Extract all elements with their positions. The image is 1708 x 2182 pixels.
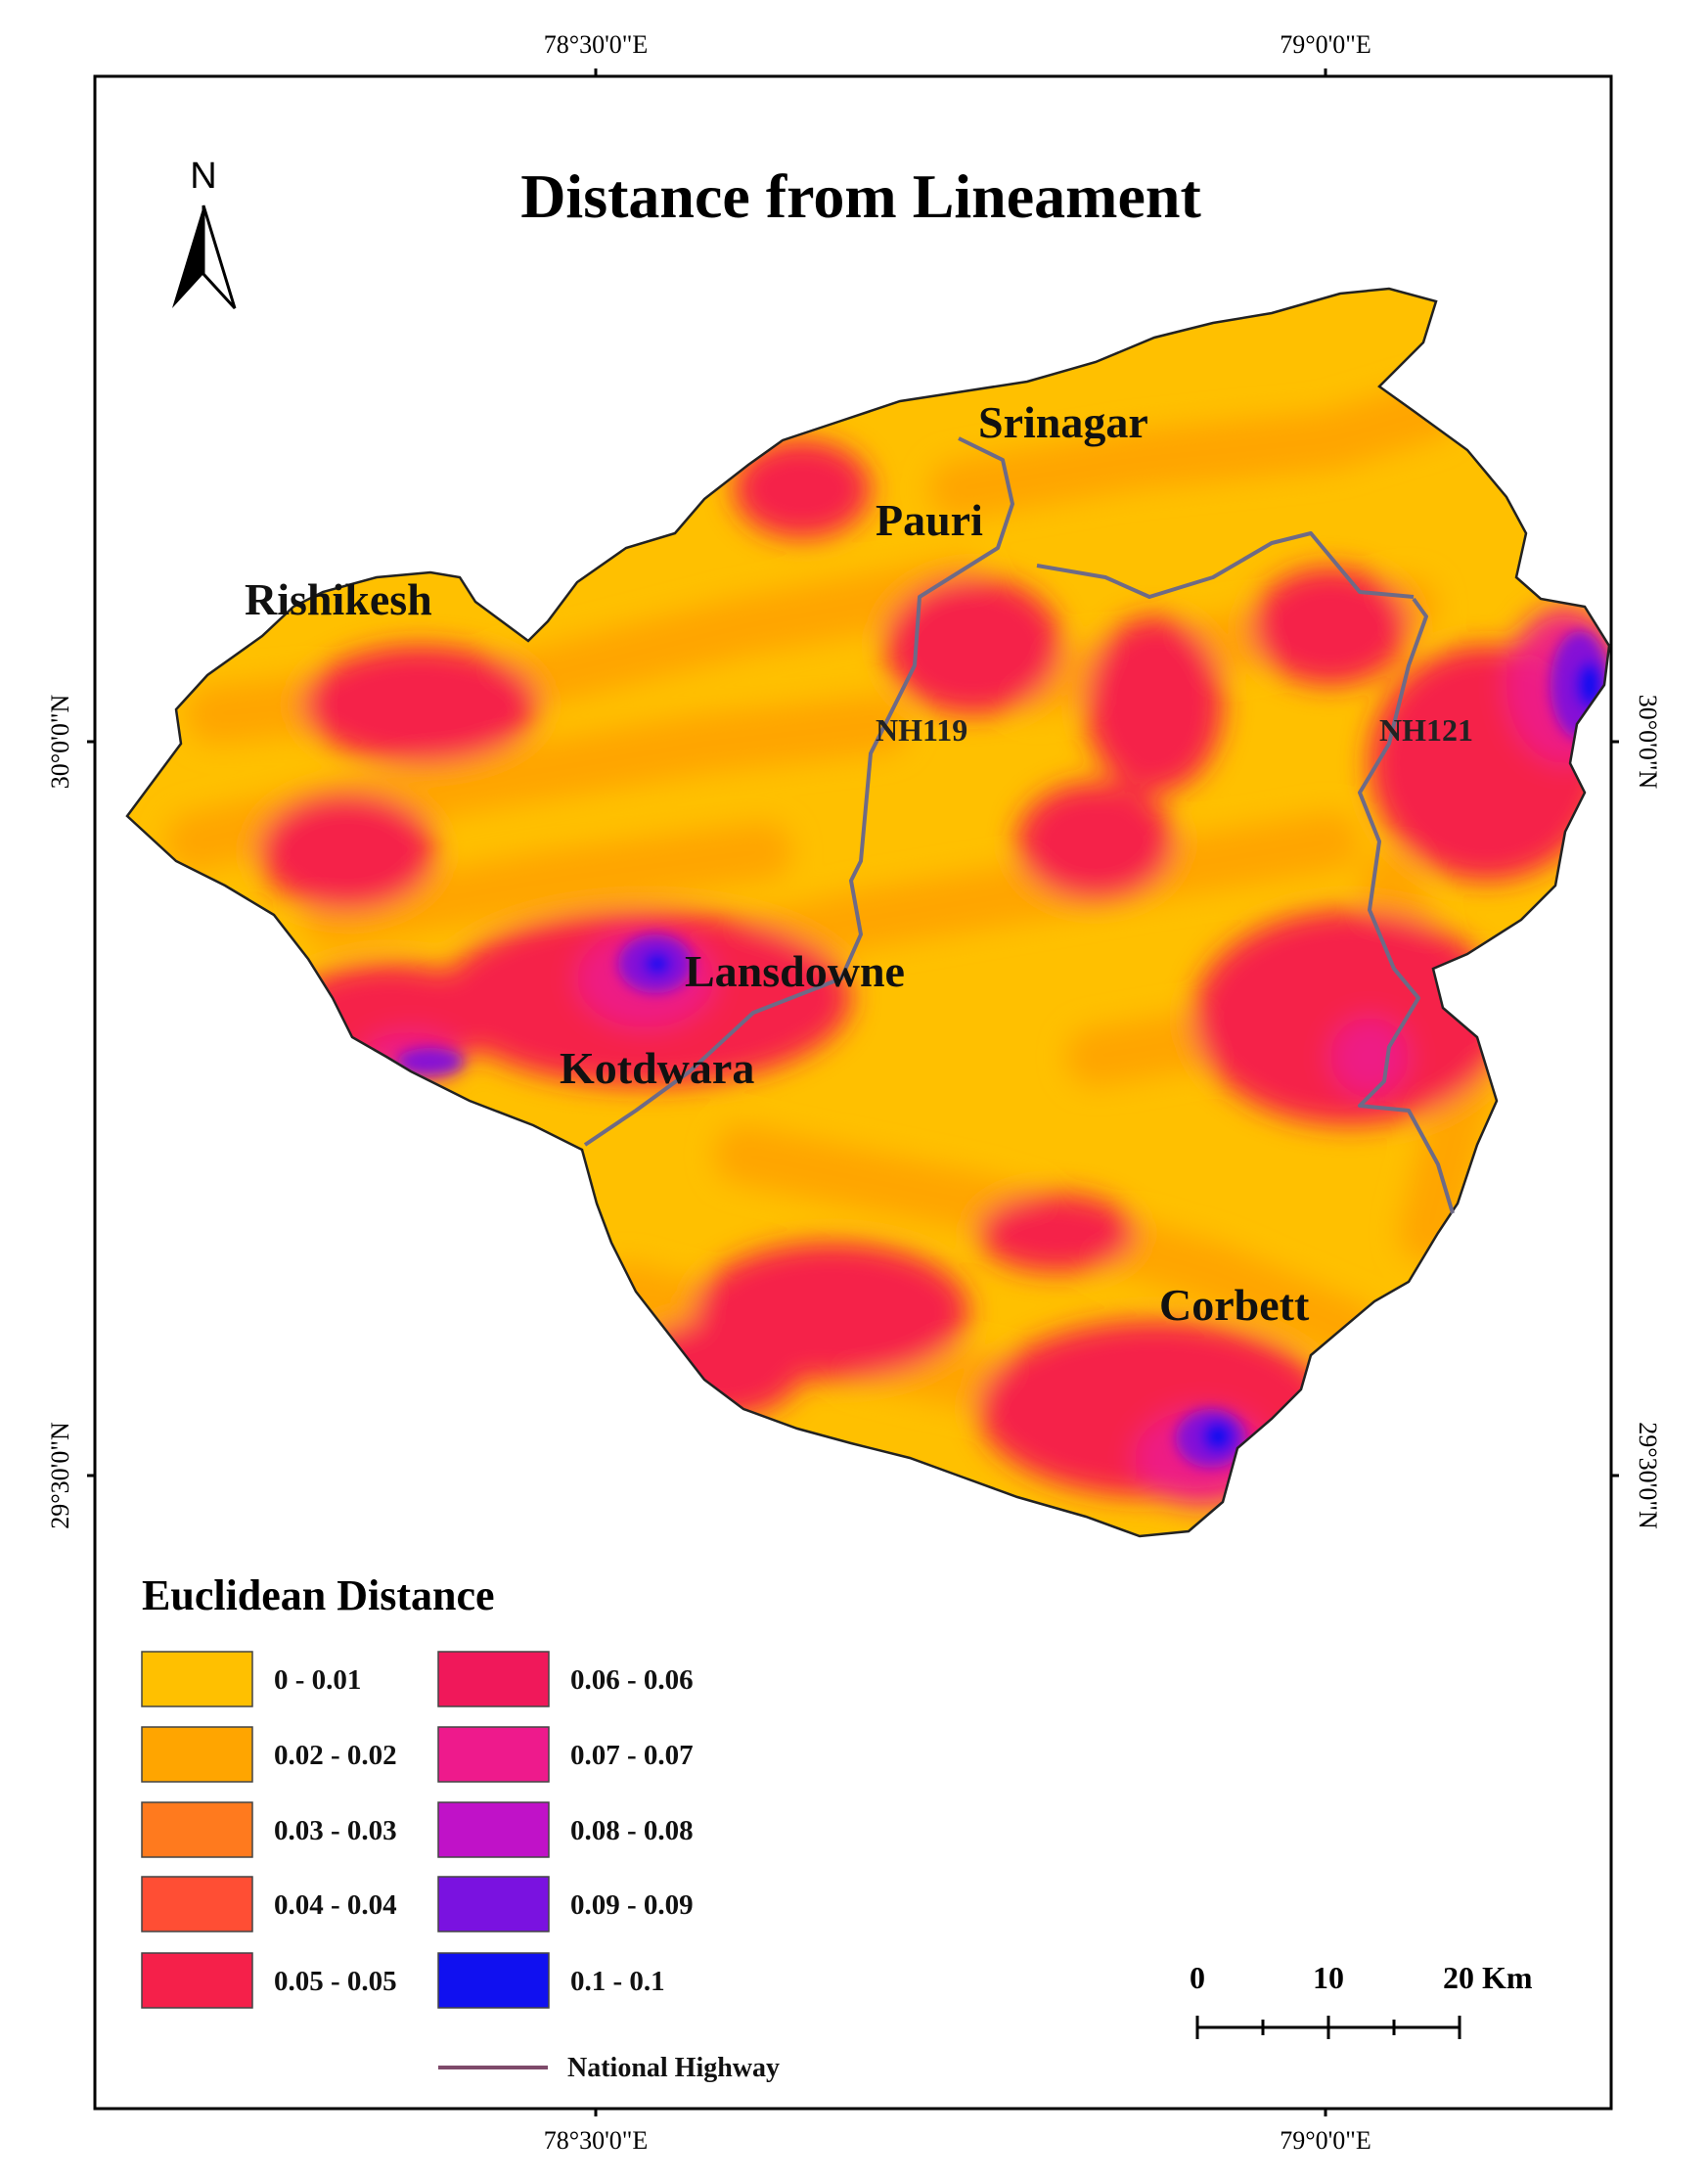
- legend: Euclidean Distance 0 - 0.01 0.02 - 0.02 0.…: [141, 1571, 780, 2083]
- place-label-srinagar: Srinagar: [978, 397, 1148, 447]
- legend-label-6: 0.07 - 0.07: [570, 1740, 694, 1771]
- national-highways: [583, 436, 1455, 1214]
- coord-right-upper: 30°0'0"N: [1634, 695, 1662, 790]
- graticule-ticks: [87, 68, 1619, 2116]
- coord-right-lower: 29°30'0"N: [1634, 1422, 1662, 1529]
- map-frame: [93, 74, 1613, 2111]
- legend-swatch-7: [437, 1801, 550, 1858]
- legend-label-2: 0.03 - 0.03: [274, 1815, 397, 1846]
- road-label-nh121: NH121: [1379, 712, 1473, 748]
- legend-swatch-1: [141, 1726, 253, 1783]
- legend-label-4: 0.05 - 0.05: [274, 1966, 397, 1997]
- legend-label-5: 0.06 - 0.06: [570, 1664, 694, 1696]
- coord-left-lower: 29°30'0"N: [46, 1422, 74, 1529]
- coord-top-left: 78°30'0"E: [544, 30, 649, 59]
- distance-raster: [127, 289, 1609, 1536]
- legend-label-1: 0.02 - 0.02: [274, 1740, 397, 1771]
- scale-bar: 0 10 20 Km: [1190, 1960, 1533, 2039]
- legend-swatch-5: [437, 1651, 550, 1707]
- coord-bottom-left: 78°30'0"E: [544, 2126, 649, 2155]
- coord-left-upper: 30°0'0"N: [46, 695, 74, 790]
- road-label-nh119: NH119: [876, 712, 967, 748]
- north-label: N: [190, 156, 216, 197]
- place-label-rishikesh: Rishikesh: [245, 574, 432, 624]
- coord-top-right: 79°0'0"E: [1280, 30, 1371, 59]
- legend-swatch-6: [437, 1726, 550, 1783]
- legend-swatch-8: [437, 1876, 550, 1932]
- highway-nh121: [1358, 597, 1455, 1214]
- legend-swatches: 0 - 0.01 0.02 - 0.02 0.03 - 0.03 0.04 - 0.0…: [141, 1651, 694, 2009]
- scale-label-0: 0: [1190, 1960, 1205, 1995]
- north-arrow-icon: N: [172, 156, 237, 310]
- highway-nh121-link: [1036, 531, 1415, 599]
- highway-nh119: [583, 436, 1014, 1147]
- legend-swatch-9: [437, 1952, 550, 2009]
- legend-label-0: 0 - 0.01: [274, 1664, 361, 1696]
- legend-title: Euclidean Distance: [142, 1571, 495, 1619]
- map-title: Distance from Lineament: [520, 161, 1201, 231]
- legend-swatch-4: [141, 1952, 253, 2009]
- legend-highway-label: National Highway: [567, 2053, 780, 2083]
- scale-label-20: 20 Km: [1443, 1960, 1533, 1995]
- legend-swatch-3: [141, 1876, 253, 1932]
- legend-swatch-0: [141, 1651, 253, 1707]
- place-label-lansdowne: Lansdowne: [685, 946, 905, 996]
- scale-label-10: 10: [1313, 1960, 1344, 1995]
- legend-label-9: 0.1 - 0.1: [570, 1966, 665, 1997]
- place-label-kotdwara: Kotdwara: [560, 1043, 754, 1093]
- legend-swatch-2: [141, 1801, 253, 1858]
- place-label-corbett: Corbett: [1159, 1280, 1310, 1330]
- legend-label-8: 0.09 - 0.09: [570, 1889, 694, 1921]
- place-label-pauri: Pauri: [876, 495, 983, 545]
- coord-bottom-right: 79°0'0"E: [1280, 2126, 1371, 2155]
- district-boundary: [125, 287, 1611, 1538]
- legend-label-3: 0.04 - 0.04: [274, 1889, 397, 1921]
- legend-label-7: 0.08 - 0.08: [570, 1815, 694, 1846]
